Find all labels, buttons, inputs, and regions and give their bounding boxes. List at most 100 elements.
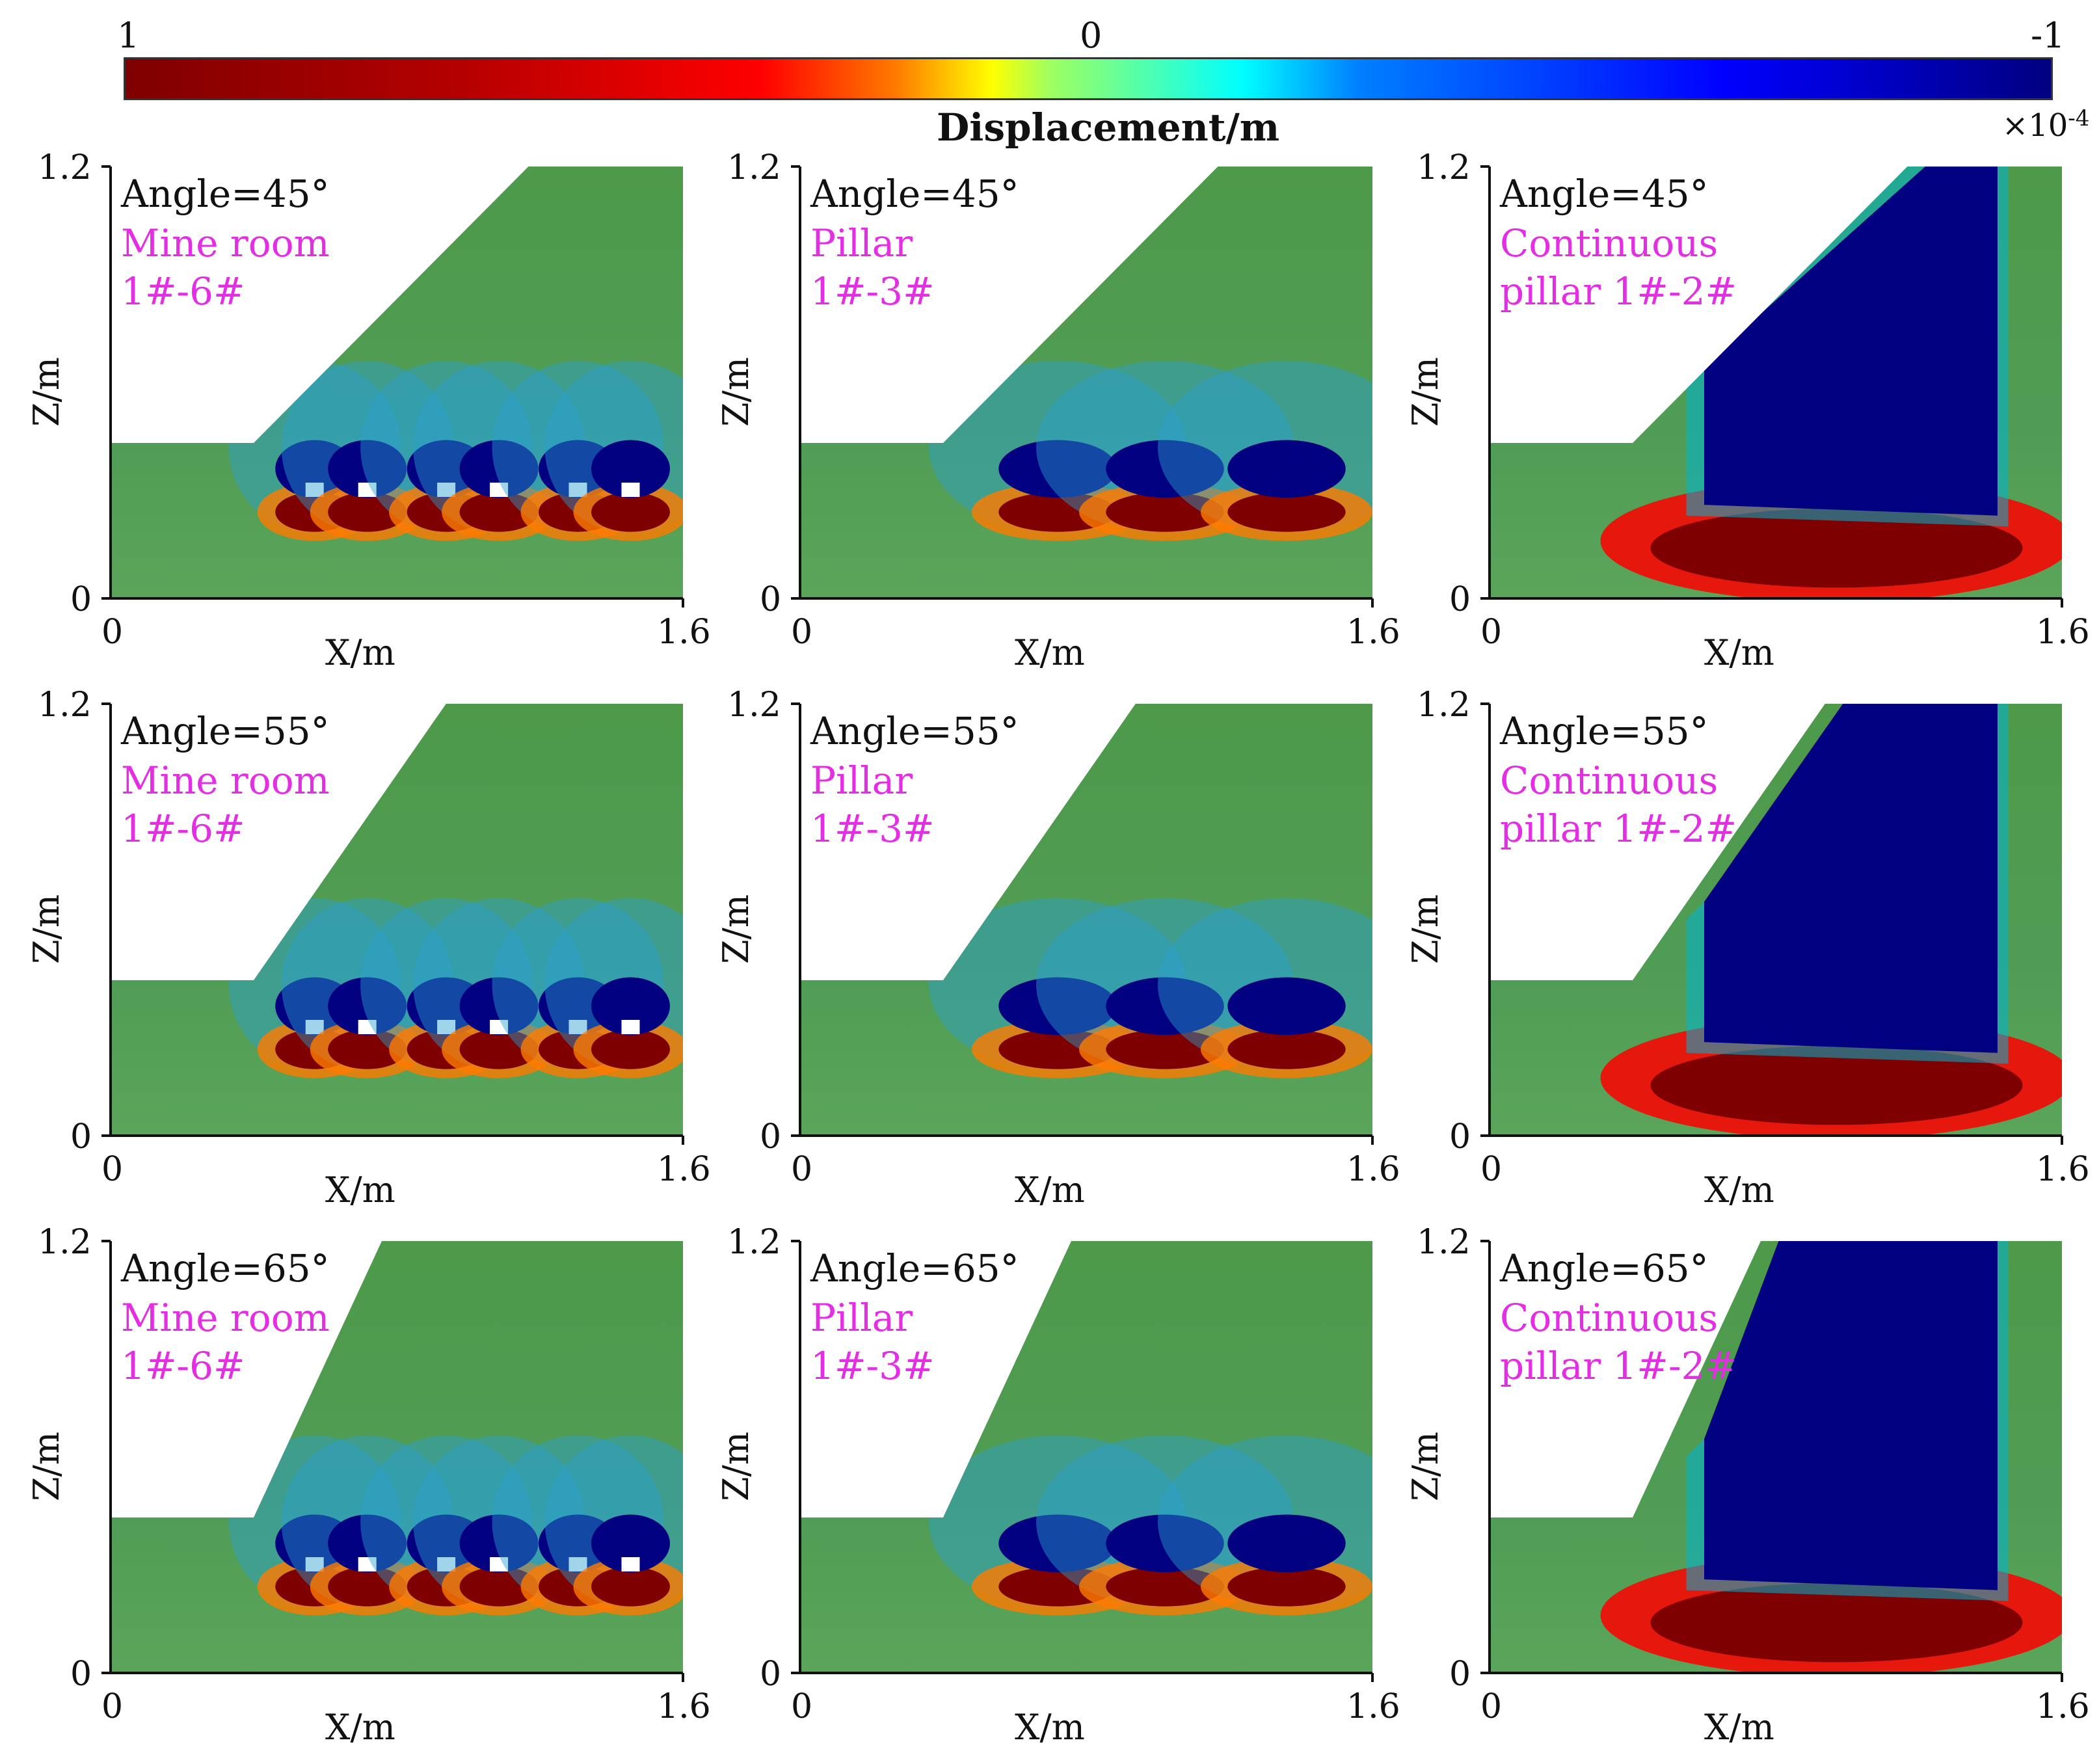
z-tick-label-max: 1.2	[727, 1223, 781, 1262]
panel-type-label: Pillar	[810, 1296, 913, 1340]
x-axis-label: X/m	[1015, 632, 1085, 673]
panel-range-label: 1#-6#	[121, 807, 245, 851]
zone-dark-red	[459, 1029, 539, 1069]
zone-dark-red	[328, 1566, 407, 1607]
mine-room-opening	[305, 483, 324, 497]
panel-range-label: 1#-3#	[810, 807, 935, 851]
x-tick-label-max: 1.6	[1346, 1687, 1400, 1726]
z-tick-label-min: 0	[70, 580, 92, 619]
panel-plot	[101, 165, 684, 608]
zone-dark-blue	[998, 977, 1117, 1036]
displacement-field	[929, 360, 1372, 541]
panel-plot	[1480, 702, 2063, 1145]
panel-type-label: Continuous	[1500, 221, 1718, 265]
x-tick-label-min: 0	[101, 613, 124, 652]
zone-dark-blue	[459, 977, 539, 1036]
panel-plot	[1480, 165, 2063, 608]
panel-type-label: Continuous	[1500, 1296, 1718, 1340]
colorbar-exponent-base: ×10	[2002, 107, 2068, 144]
x-tick-label-min: 0	[101, 1150, 124, 1189]
panel-8: 1.2 0 0 1.6 X/m Z/m Angle=65° Pillar 1#-3#	[689, 1225, 1400, 1751]
z-axis-label: Z/m	[1405, 1432, 1446, 1501]
mine-room-opening	[490, 1557, 509, 1571]
zone-dark-red	[459, 1566, 539, 1607]
zone-dark-red	[1227, 492, 1346, 532]
z-tick-label-max: 1.2	[38, 1223, 92, 1262]
x-tick-label-min: 0	[1480, 1687, 1503, 1726]
x-tick-label-max: 1.6	[2036, 1687, 2090, 1726]
zone-dark-red	[328, 1029, 407, 1069]
zone-dark-red	[328, 492, 407, 532]
z-axis-label: Z/m	[715, 1432, 756, 1501]
x-axis-label: X/m	[1015, 1707, 1085, 1748]
panel-type-label: Pillar	[810, 758, 913, 803]
zone-dark-blue	[998, 1514, 1117, 1573]
mine-room-opening	[358, 1557, 377, 1571]
x-axis-label: X/m	[325, 1169, 395, 1210]
panel-angle-label: Angle=45°	[1500, 172, 1709, 216]
x-tick-label-min: 0	[1480, 613, 1503, 652]
displacement-field	[228, 1435, 683, 1616]
panel-angle-label: Angle=55°	[121, 709, 330, 753]
zone-dark-red	[591, 492, 670, 532]
displacement-field	[1600, 167, 2062, 598]
panel-range-label: pillar 1#-2#	[1500, 1344, 1737, 1388]
panel-7: 1.2 0 0 1.6 X/m Z/m Angle=65° Mine room 1#-6#	[0, 1225, 711, 1751]
displacement-field	[1600, 704, 2062, 1136]
panel-angle-label: Angle=55°	[810, 709, 1019, 753]
mine-room-opening	[437, 483, 456, 497]
panel-range-label: pillar 1#-2#	[1500, 807, 1737, 851]
displacement-field	[929, 898, 1372, 1078]
x-tick-label-min: 0	[791, 1150, 813, 1189]
zone-dark-blue	[328, 440, 407, 498]
x-axis-label: X/m	[1704, 1707, 1774, 1748]
panel-6: 1.2 0 0 1.6 X/m Z/m Angle=55° Continuous pillar …	[1379, 688, 2090, 1214]
zone-dark-blue	[1106, 977, 1224, 1036]
colorbar-label-left: 1	[117, 15, 140, 56]
panel-type-label: Mine room	[121, 221, 330, 265]
z-tick-label-max: 1.2	[1417, 1223, 1471, 1262]
panel-4: 1.2 0 0 1.6 X/m Z/m Angle=55° Mine room 1#-6#	[0, 688, 711, 1214]
z-tick-label-max: 1.2	[727, 686, 781, 725]
zone-dark-blue	[591, 440, 670, 498]
zone-dark-blue	[1227, 977, 1346, 1036]
colorbar	[124, 57, 2053, 100]
panel-type-label: Mine room	[121, 1296, 330, 1340]
z-axis-label: Z/m	[715, 894, 756, 964]
mine-room-opening	[621, 1557, 640, 1571]
x-axis-label: X/m	[1704, 632, 1774, 673]
mine-room-opening	[358, 483, 377, 497]
panel-plot	[101, 1240, 684, 1682]
x-axis-label: X/m	[325, 1707, 395, 1748]
zone-dark-blue	[328, 1514, 407, 1573]
panel-type-label: Continuous	[1500, 758, 1718, 803]
panel-range-label: 1#-3#	[810, 269, 935, 314]
zone-dark-blue	[459, 440, 539, 498]
z-axis-label: Z/m	[715, 357, 756, 427]
model-body	[800, 167, 1372, 598]
zone-dark-blue	[1704, 1241, 1998, 1590]
x-tick-label-max: 1.6	[1346, 1150, 1400, 1189]
z-tick-label-min: 0	[70, 1655, 92, 1694]
panel-plot	[1480, 1240, 2063, 1682]
zone-dark-red	[1650, 508, 2023, 588]
model-body	[111, 1241, 683, 1673]
z-tick-label-max: 1.2	[727, 148, 781, 187]
mine-room-opening	[568, 483, 587, 497]
panel-range-label: 1#-3#	[810, 1344, 935, 1388]
z-axis-label: Z/m	[26, 894, 67, 964]
z-axis-label: Z/m	[1405, 894, 1446, 964]
x-axis-label: X/m	[1704, 1169, 1774, 1210]
zone-dark-red	[591, 1029, 670, 1069]
zone-dark-red	[1650, 1583, 2023, 1663]
panel-angle-label: Angle=65°	[810, 1246, 1019, 1290]
panel-5: 1.2 0 0 1.6 X/m Z/m Angle=55° Pillar 1#-3#	[689, 688, 1400, 1214]
displacement-field	[228, 360, 683, 541]
z-tick-label-min: 0	[760, 580, 782, 619]
mine-room-opening	[621, 1020, 640, 1034]
z-tick-label-min: 0	[760, 1117, 782, 1156]
zone-dark-blue	[1106, 1514, 1224, 1573]
x-tick-label-max: 1.6	[657, 613, 711, 652]
zone-dark-blue	[591, 977, 670, 1036]
model-body	[800, 1241, 1372, 1673]
